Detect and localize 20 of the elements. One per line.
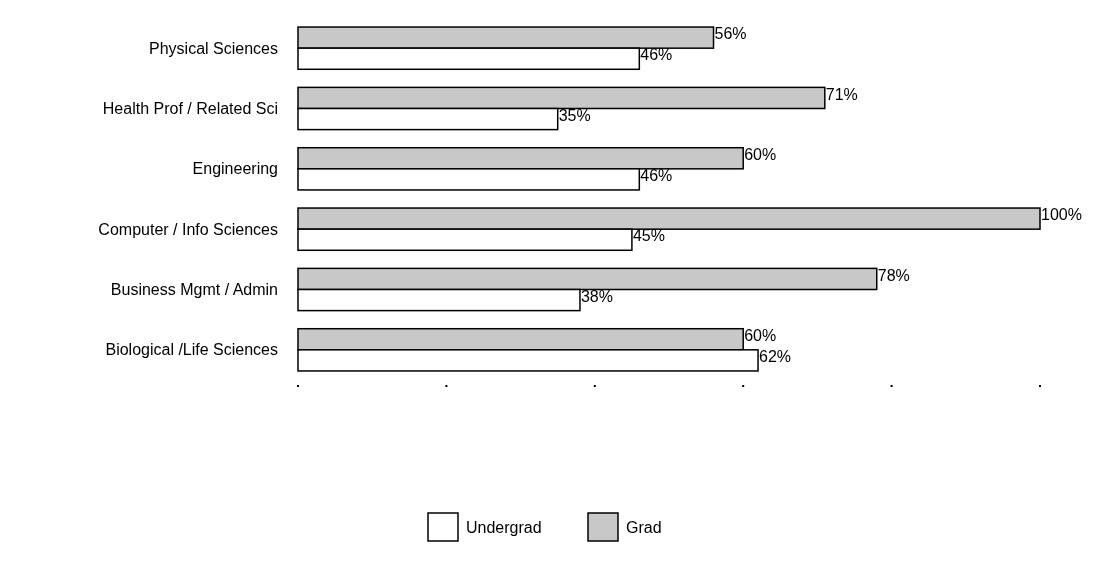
y-tick-label: Engineering [192,160,278,178]
data-label: 46% [640,46,673,64]
y-tick-label: Physical Sciences [149,39,278,57]
data-label: 35% [558,106,591,124]
data-label: 78% [877,266,910,284]
y-tick-label: Business Mgmt / Admin [110,281,278,299]
data-label: 56% [714,25,747,43]
y-tick-label: Computer / Info Sciences [98,220,278,238]
y-tick-label: Health Prof / Related Sci [102,100,278,118]
data-label: 60% [744,326,777,344]
data-label: 38% [580,287,613,305]
legend-label: Undergrad [466,518,542,536]
data-label: 46% [640,166,673,184]
legend-label: Grad [626,518,662,536]
data-label: 60% [744,145,777,163]
data-label: 71% [825,85,858,103]
data-label: 100% [1041,206,1082,224]
y-tick-label: Biological /Life Sciences [105,341,278,359]
data-label: 45% [632,227,665,245]
data-label: 62% [759,347,792,365]
